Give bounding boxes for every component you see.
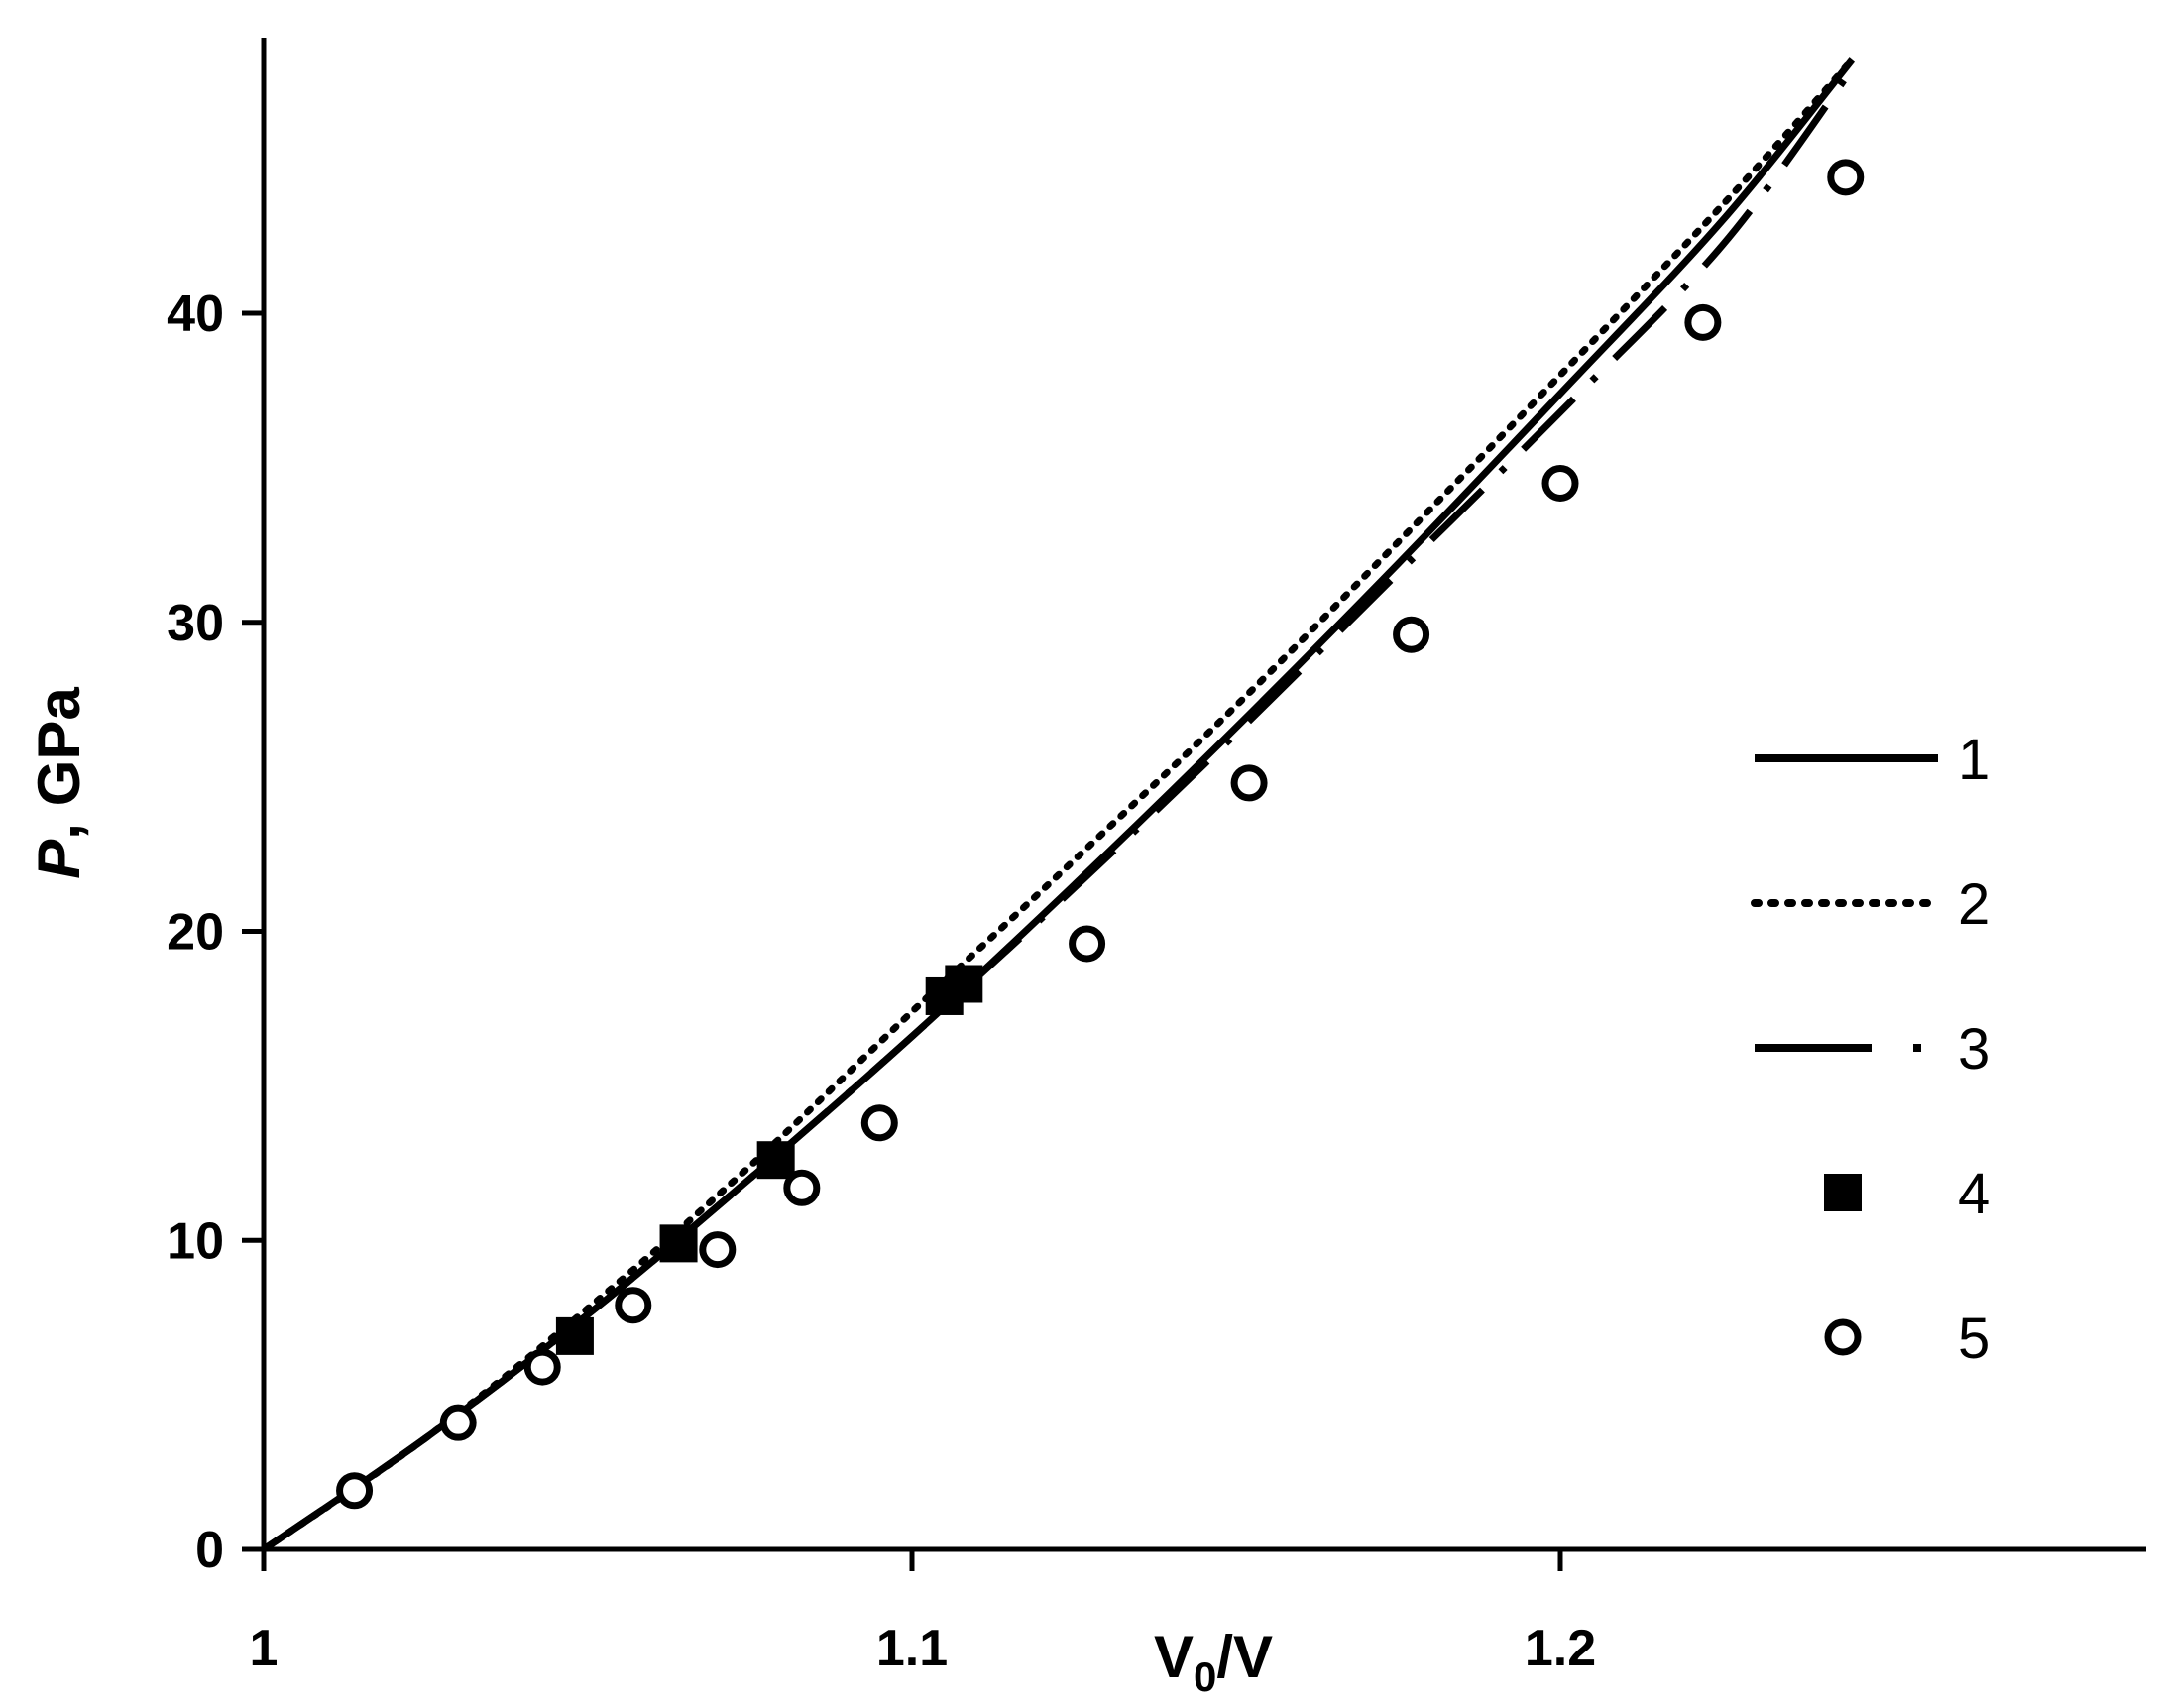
series-4-point	[756, 1141, 795, 1180]
y-tick-label: 0	[195, 1522, 224, 1579]
x-axis-title-tail: /V	[1216, 1624, 1273, 1690]
series-5-point	[783, 1169, 821, 1206]
series-5-point	[1684, 303, 1722, 341]
series-5-point	[1541, 464, 1579, 502]
y-tick-label: 10	[167, 1212, 224, 1270]
legend-label-4: 4	[1958, 1162, 1990, 1226]
legend-swatch-4	[1824, 1174, 1862, 1211]
legend-label-1: 1	[1958, 728, 1990, 792]
legend-swatch-5	[1824, 1318, 1862, 1356]
legend-label-2: 2	[1958, 872, 1990, 937]
series-5-point	[336, 1472, 374, 1510]
series-5-point	[615, 1287, 652, 1324]
x-tick-label: 1.1	[876, 1620, 948, 1677]
legend-label-5: 5	[1958, 1307, 1990, 1371]
legend-item-4: 4	[1824, 1162, 1990, 1226]
series-1-line	[262, 57, 1856, 1552]
legend-label-3: 3	[1958, 1017, 1990, 1082]
series-2-line	[260, 56, 1856, 1553]
legend: 1 2 3 4 5	[1751, 728, 1990, 1371]
y-axis-title: P, GPa	[26, 687, 92, 879]
series-5-point	[860, 1104, 898, 1142]
series-5-point	[1393, 616, 1430, 653]
x-axis-title: V0/V	[1154, 1624, 1273, 1700]
x-axis-title-subscript: 0	[1194, 1653, 1216, 1700]
series-5-point	[439, 1404, 477, 1441]
y-tick-label: 30	[167, 595, 224, 652]
x-tick-label: 1.2	[1525, 1620, 1596, 1677]
x-ticks: 1 1.1 1.2	[250, 1549, 1596, 1677]
y-axis-title-symbol: P	[26, 839, 92, 879]
y-tick-label: 40	[167, 285, 224, 343]
legend-item-5: 5	[1824, 1307, 1990, 1371]
y-axis-title-unit: , GPa	[26, 687, 92, 840]
series-4-point	[555, 1316, 594, 1355]
series-5-point	[1230, 764, 1268, 802]
series-curves	[260, 56, 1856, 1553]
legend-item-1: 1	[1755, 728, 1990, 792]
y-tick-label: 20	[167, 904, 224, 962]
series-5-point	[1827, 159, 1865, 196]
series-4-point	[945, 965, 983, 1003]
legend-item-2: 2	[1751, 872, 1990, 937]
y-ticks: 0 10 20 30 40	[167, 285, 264, 1579]
series-4-point	[659, 1224, 698, 1263]
series-markers	[336, 159, 1865, 1510]
legend-item-3: 3	[1755, 1017, 1990, 1082]
x-tick-label: 1	[250, 1620, 279, 1677]
series-5-point	[1069, 925, 1106, 963]
series-3-line	[262, 66, 1856, 1552]
series-5-point	[523, 1348, 561, 1386]
series-5-point	[699, 1231, 737, 1269]
